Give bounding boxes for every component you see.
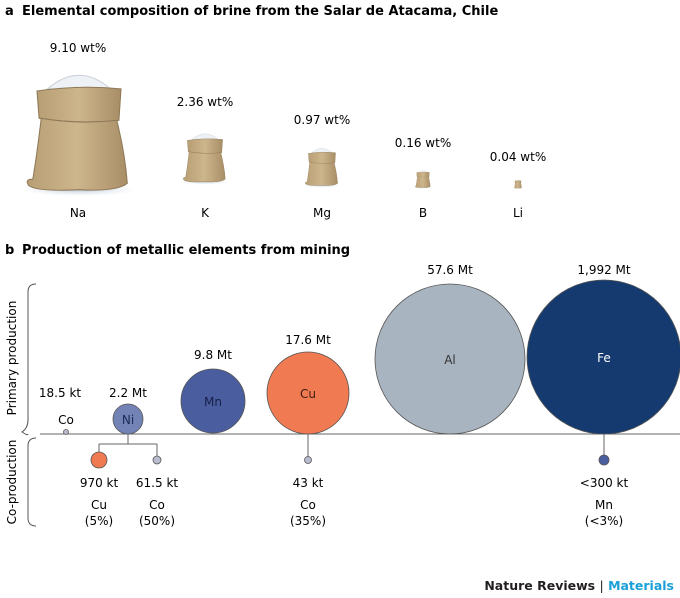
journal-section: Materials xyxy=(608,578,674,593)
circle-cu xyxy=(266,351,350,435)
panel-a-title: Elemental composition of brine from the … xyxy=(22,4,498,19)
cu-label: Cu xyxy=(300,387,316,401)
fe-label: Fe xyxy=(597,351,611,365)
co-value: 18.5 kt xyxy=(39,386,81,400)
co-circle-co-from-ni xyxy=(152,455,162,465)
co-share-co-ni: (50%) xyxy=(139,514,175,528)
co-value-co-cu: 43 kt xyxy=(293,476,324,490)
circle-ni xyxy=(112,403,144,435)
mg-label: Mg xyxy=(313,206,331,220)
co-element-co-ni: Co xyxy=(149,498,165,512)
panel-b-letter: b xyxy=(5,243,14,258)
al-value: 57.6 Mt xyxy=(427,263,473,277)
b-label: B xyxy=(419,206,427,220)
co-value-cu: 970 kt xyxy=(80,476,119,490)
circle-al xyxy=(374,283,526,435)
co-element-mn: Mn xyxy=(595,498,613,512)
li-label: Li xyxy=(513,206,523,220)
li-value: 0.04 wt% xyxy=(490,150,546,164)
co-circle-mn-from-fe xyxy=(598,454,610,466)
b-value: 0.16 wt% xyxy=(395,136,451,150)
co-element-cu: Cu xyxy=(91,498,107,512)
sack-li xyxy=(514,179,522,189)
cu-value: 17.6 Mt xyxy=(285,333,331,347)
mg-value: 0.97 wt% xyxy=(294,113,350,127)
co-circle-co-from-cu xyxy=(304,456,312,464)
circle-co xyxy=(63,429,69,435)
panel-a-letter: a xyxy=(5,4,14,19)
co-value-mn: <300 kt xyxy=(580,476,629,490)
panel-b-title: Production of metallic elements from min… xyxy=(22,243,350,258)
ni-label: Ni xyxy=(122,413,134,427)
co-value-co-ni: 61.5 kt xyxy=(136,476,178,490)
fe-value: 1,992 Mt xyxy=(577,263,631,277)
al-label: Al xyxy=(444,353,456,367)
sack-na xyxy=(25,74,133,196)
k-value: 2.36 wt% xyxy=(177,95,233,109)
co-share-co-cu: (35%) xyxy=(290,514,326,528)
co-element-co-cu: Co xyxy=(300,498,316,512)
circle-fe xyxy=(526,279,680,435)
primary-bracket xyxy=(21,283,37,436)
co-share-mn: (<3%) xyxy=(585,514,623,528)
co-label: Co xyxy=(58,413,74,427)
sack-b xyxy=(415,170,431,189)
circle-mn xyxy=(180,368,246,434)
co-share-cu: (5%) xyxy=(85,514,113,528)
mn-label: Mn xyxy=(204,395,222,409)
k-label: K xyxy=(201,206,210,220)
na-label: Na xyxy=(70,206,86,220)
journal-name: Nature Reviews xyxy=(484,578,596,593)
ni-value: 2.2 Mt xyxy=(109,386,147,400)
na-value: 9.10 wt% xyxy=(50,41,106,55)
co-circle-cu-from-ni xyxy=(90,451,108,469)
connectors xyxy=(98,434,605,457)
co-production-label: Co-production xyxy=(5,440,19,525)
primary-production-label: Primary production xyxy=(5,301,19,416)
credit-separator: | xyxy=(599,578,604,593)
co-bracket xyxy=(27,437,37,527)
sack-mg xyxy=(305,148,339,188)
sack-k xyxy=(183,133,227,185)
journal-credit: Nature Reviews | Materials xyxy=(484,578,674,593)
mn-value: 9.8 Mt xyxy=(194,348,232,362)
